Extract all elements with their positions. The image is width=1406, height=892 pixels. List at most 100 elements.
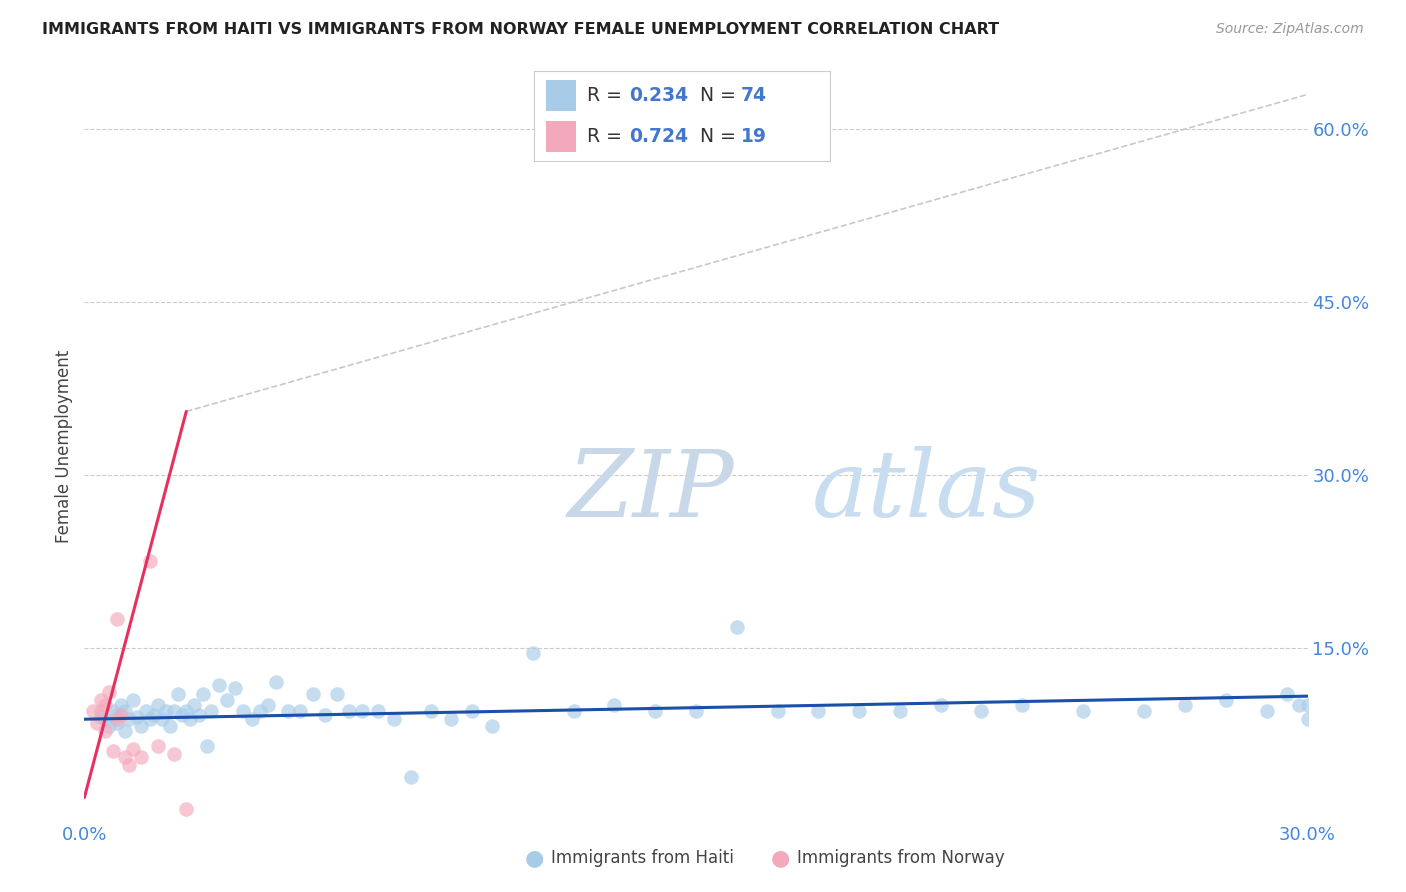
Text: Immigrants from Norway: Immigrants from Norway (797, 849, 1005, 867)
Point (208, 678, 231, 692)
Point (249, 704, 271, 718)
Point (172, 707, 194, 722)
Point (970, 704, 993, 718)
Point (142, 707, 165, 722)
Text: N =: N = (700, 86, 741, 105)
Text: 0.234: 0.234 (628, 86, 688, 105)
Point (90, 704, 112, 718)
Text: atlas: atlas (813, 446, 1042, 536)
Text: 19: 19 (741, 127, 766, 146)
Point (1133, 704, 1156, 718)
Text: ZIP: ZIP (568, 446, 734, 536)
Point (766, 704, 789, 718)
Text: ●: ● (770, 848, 790, 868)
Point (481, 719, 503, 733)
Text: Source: ZipAtlas.com: Source: ZipAtlas.com (1216, 22, 1364, 37)
Point (399, 770, 422, 784)
Point (101, 744, 124, 758)
Point (264, 675, 287, 690)
Point (167, 687, 190, 701)
Point (127, 710, 149, 724)
Point (367, 704, 389, 718)
Text: IMMIGRANTS FROM HAITI VS IMMIGRANTS FROM NORWAY FEMALE UNEMPLOYMENT CORRELATION : IMMIGRANTS FROM HAITI VS IMMIGRANTS FROM… (42, 22, 1000, 37)
Point (122, 692, 145, 706)
Point (135, 704, 157, 718)
Point (195, 739, 218, 753)
Point (314, 707, 336, 722)
Text: 74: 74 (741, 86, 766, 105)
Point (101, 704, 124, 718)
Point (122, 742, 145, 756)
Point (1256, 704, 1278, 718)
Point (725, 620, 748, 634)
Point (240, 712, 263, 726)
FancyBboxPatch shape (546, 80, 575, 111)
Point (179, 712, 201, 726)
Point (339, 704, 361, 718)
Point (382, 712, 405, 726)
Point (118, 712, 141, 726)
Point (461, 704, 484, 718)
Point (200, 704, 222, 718)
Point (105, 707, 128, 722)
Point (1174, 698, 1197, 713)
Point (146, 739, 169, 753)
Text: 0.724: 0.724 (628, 127, 688, 146)
Point (93, 712, 115, 726)
Point (603, 698, 626, 713)
Point (105, 715, 128, 730)
Point (929, 698, 952, 713)
Point (114, 750, 136, 764)
Point (138, 554, 160, 568)
Point (522, 647, 544, 661)
Point (420, 704, 443, 718)
Point (290, 704, 312, 718)
Point (191, 687, 214, 701)
Point (1011, 698, 1033, 713)
Point (277, 704, 299, 718)
Text: Immigrants from Haiti: Immigrants from Haiti (551, 849, 734, 867)
Point (257, 698, 280, 713)
Point (350, 704, 373, 718)
Point (174, 704, 197, 718)
Point (1296, 698, 1319, 713)
Y-axis label: Female Unemployment: Female Unemployment (55, 350, 73, 542)
Text: N =: N = (700, 127, 741, 146)
Point (150, 712, 173, 726)
Point (163, 747, 186, 761)
Point (155, 704, 177, 718)
Point (90, 692, 112, 706)
Point (82, 704, 104, 718)
Point (440, 712, 463, 726)
Point (138, 712, 160, 726)
Text: ●: ● (524, 848, 544, 868)
Point (1288, 698, 1310, 713)
Point (174, 802, 197, 816)
Point (187, 707, 209, 722)
Point (889, 704, 911, 718)
Point (1296, 712, 1319, 726)
Point (217, 692, 239, 706)
Point (159, 719, 181, 733)
Point (114, 704, 136, 718)
Point (644, 704, 666, 718)
Point (1277, 687, 1299, 701)
Point (224, 681, 246, 695)
Point (146, 698, 169, 713)
Point (326, 687, 349, 701)
Point (93, 698, 115, 713)
Point (131, 719, 153, 733)
Point (163, 704, 186, 718)
Point (562, 704, 585, 718)
Point (131, 750, 153, 764)
Point (97, 719, 120, 733)
Point (90, 710, 112, 724)
Point (685, 704, 707, 718)
Point (232, 704, 254, 718)
Point (110, 707, 132, 722)
FancyBboxPatch shape (546, 121, 575, 152)
Point (86, 715, 108, 730)
Point (1215, 692, 1237, 706)
Text: R =: R = (588, 127, 628, 146)
Point (118, 758, 141, 772)
